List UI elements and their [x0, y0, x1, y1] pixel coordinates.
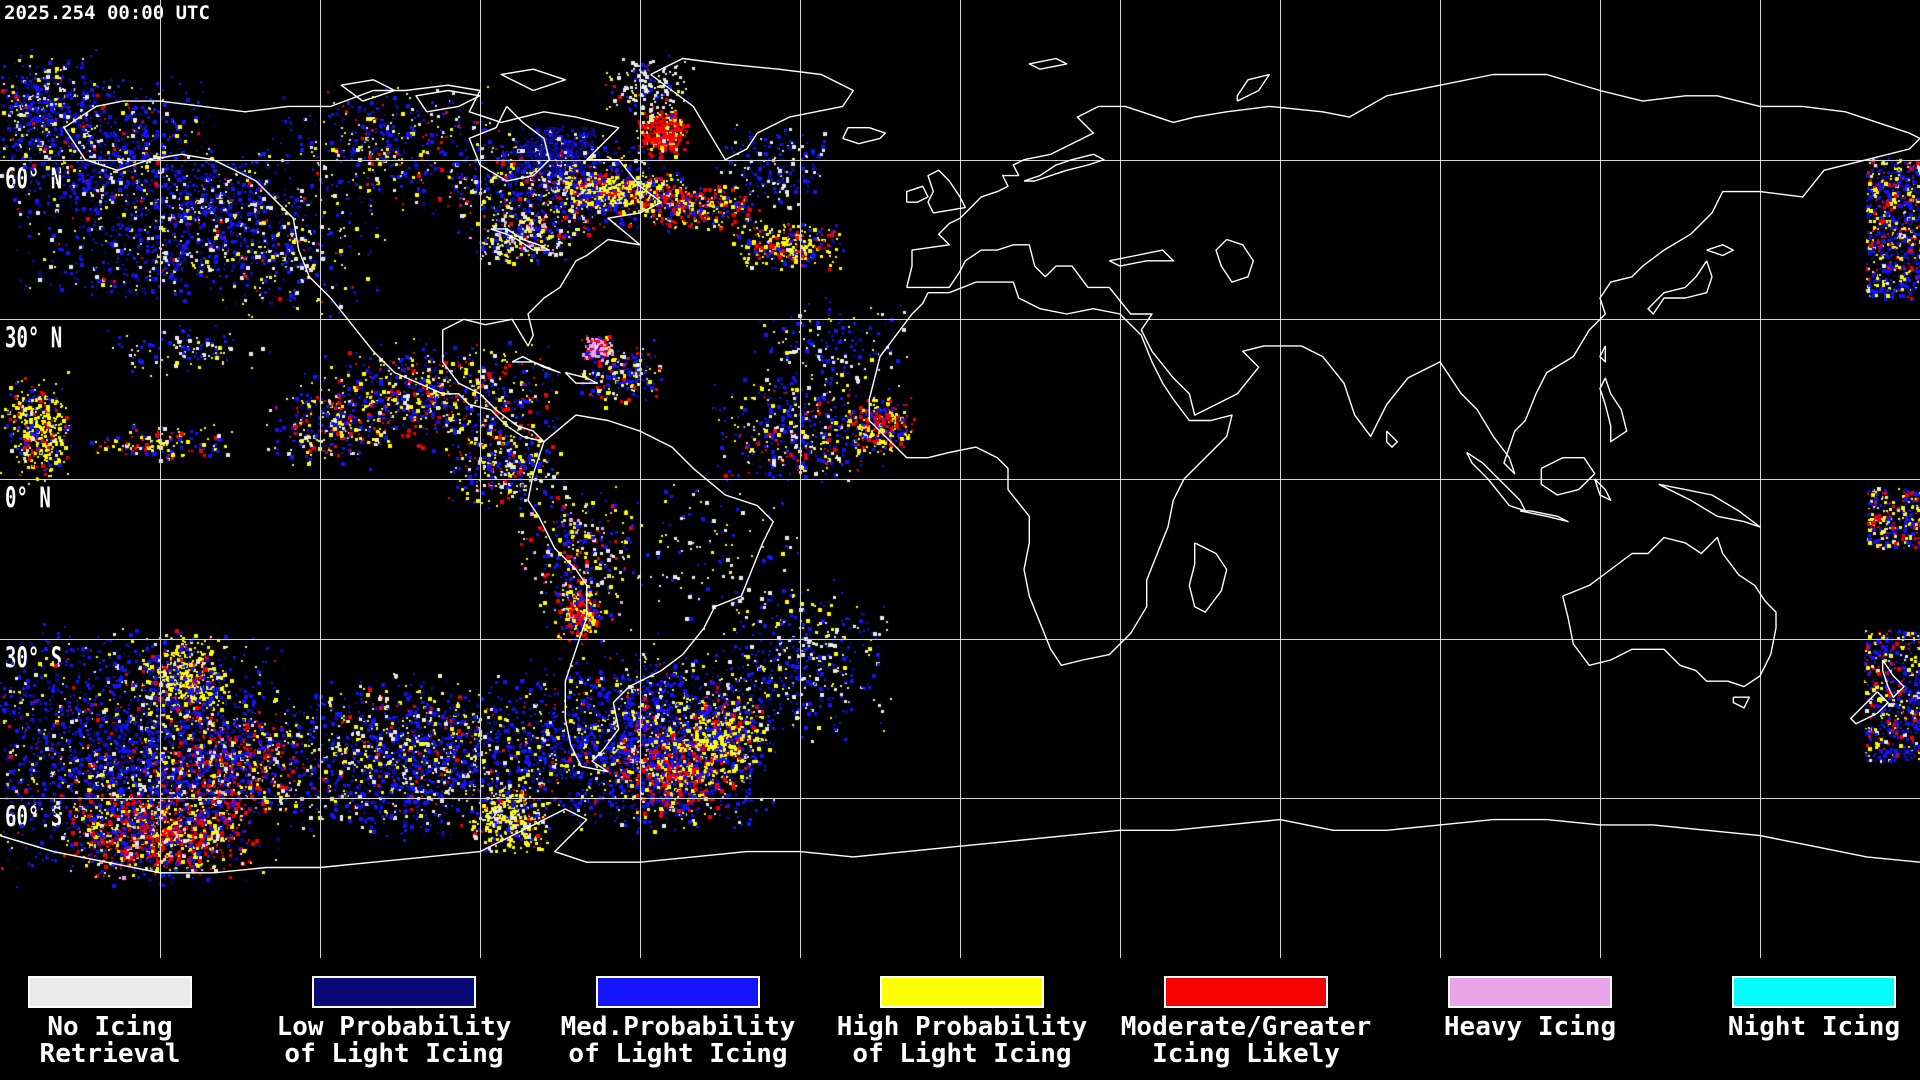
legend-label-line: Night Icing: [1727, 1012, 1901, 1042]
legend-label-moderate: Moderate/Greater Icing Likely: [1106, 1014, 1386, 1068]
coastline-path: [415, 89, 481, 113]
coastline-path: [1023, 153, 1105, 182]
legend-label-line: Heavy Icing: [1443, 1012, 1617, 1042]
legend-swatch-no_icing: [28, 976, 192, 1008]
legend-label-line: of Light Icing: [852, 1039, 1072, 1069]
coastline-path: [1562, 536, 1777, 688]
coastline-path: [842, 126, 886, 145]
coastline-path: [906, 185, 929, 203]
coastline-path: [1599, 377, 1628, 443]
coastline-path: [1599, 345, 1607, 363]
coastline-path: [1236, 73, 1271, 102]
legend-item-moderate: Moderate/Greater Icing Likely: [1106, 976, 1386, 1068]
coastline-path: [650, 57, 854, 161]
coastline-path: [63, 84, 662, 443]
legend-item-night: Night Icing: [1674, 976, 1920, 1041]
legend-swatch-low_prob: [312, 976, 476, 1008]
coastline-path: [0, 808, 1920, 874]
coastline-path: [1188, 542, 1228, 613]
coastlines: [0, 57, 1920, 874]
coastline-path: [500, 68, 566, 92]
coastline-path: [906, 73, 1920, 475]
coastline-path: [927, 169, 966, 214]
legend-label-line: Med.Probability: [560, 1012, 796, 1042]
legend-swatch-high_prob: [880, 976, 1044, 1008]
coastline-path: [1028, 57, 1068, 70]
legend-swatch-heavy: [1448, 976, 1612, 1008]
coastline-path: [1706, 244, 1735, 257]
legend-item-med_prob: Med.Probability of Light Icing: [538, 976, 818, 1068]
legend-item-no_icing: No Icing Retrieval: [0, 976, 250, 1068]
coastline-path: [1385, 430, 1399, 448]
legend-item-high_prob: High Probability of Light Icing: [822, 976, 1102, 1068]
coastline-path: [1849, 691, 1889, 725]
coastline-path: [1540, 457, 1596, 496]
world-map: 2025.254 00:00 UTC 60° N30° N0° N30° S60…: [0, 0, 1920, 958]
graticule-grid: [0, 0, 1920, 958]
coastline-path: [564, 371, 598, 384]
coastline-path: [1594, 478, 1612, 501]
legend-label-line: Retrieval: [39, 1039, 181, 1069]
legend-label-line: Icing Likely: [1152, 1039, 1340, 1069]
legend-label-high_prob: High Probability of Light Icing: [822, 1014, 1102, 1068]
legend-bar: No Icing Retrieval Low Probability of Light…: [0, 958, 1920, 1080]
coastline-path: [1647, 260, 1713, 315]
coastline-path: [868, 281, 1233, 666]
legend-label-line: of Light Icing: [568, 1039, 788, 1069]
legend-item-heavy: Heavy Icing: [1390, 976, 1670, 1041]
legend-item-low_prob: Low Probability of Light Icing: [254, 976, 534, 1068]
legend-label-no_icing: No Icing Retrieval: [0, 1014, 250, 1068]
coastline-path: [468, 105, 550, 182]
coastline-path: [340, 79, 396, 102]
legend-label-night: Night Icing: [1674, 1014, 1920, 1041]
coastline-path: [1108, 249, 1175, 267]
coastline-path: [1658, 483, 1761, 528]
coastline-path: [1466, 451, 1527, 512]
legend-swatch-night: [1732, 976, 1896, 1008]
coastline-path: [490, 228, 550, 251]
map-overlay: [0, 0, 1920, 958]
legend-label-low_prob: Low Probability of Light Icing: [254, 1014, 534, 1068]
legend-label-line: Low Probability: [276, 1012, 512, 1042]
coastline-path: [1519, 510, 1569, 523]
coastline-path: [1732, 696, 1751, 709]
coastline-path: [1881, 659, 1905, 698]
legend-swatch-med_prob: [596, 976, 760, 1008]
legend-label-line: High Probability: [836, 1012, 1088, 1042]
legend-label-line: No Icing: [47, 1012, 173, 1042]
legend-label-med_prob: Med.Probability of Light Icing: [538, 1014, 818, 1068]
coastline-path: [527, 414, 774, 773]
legend-label-line: of Light Icing: [284, 1039, 504, 1069]
coastline-path: [1215, 238, 1255, 283]
legend-label-line: Moderate/Greater: [1120, 1012, 1372, 1042]
legend-label-heavy: Heavy Icing: [1390, 1014, 1670, 1041]
coastline-path: [511, 355, 561, 374]
legend-swatch-moderate: [1164, 976, 1328, 1008]
